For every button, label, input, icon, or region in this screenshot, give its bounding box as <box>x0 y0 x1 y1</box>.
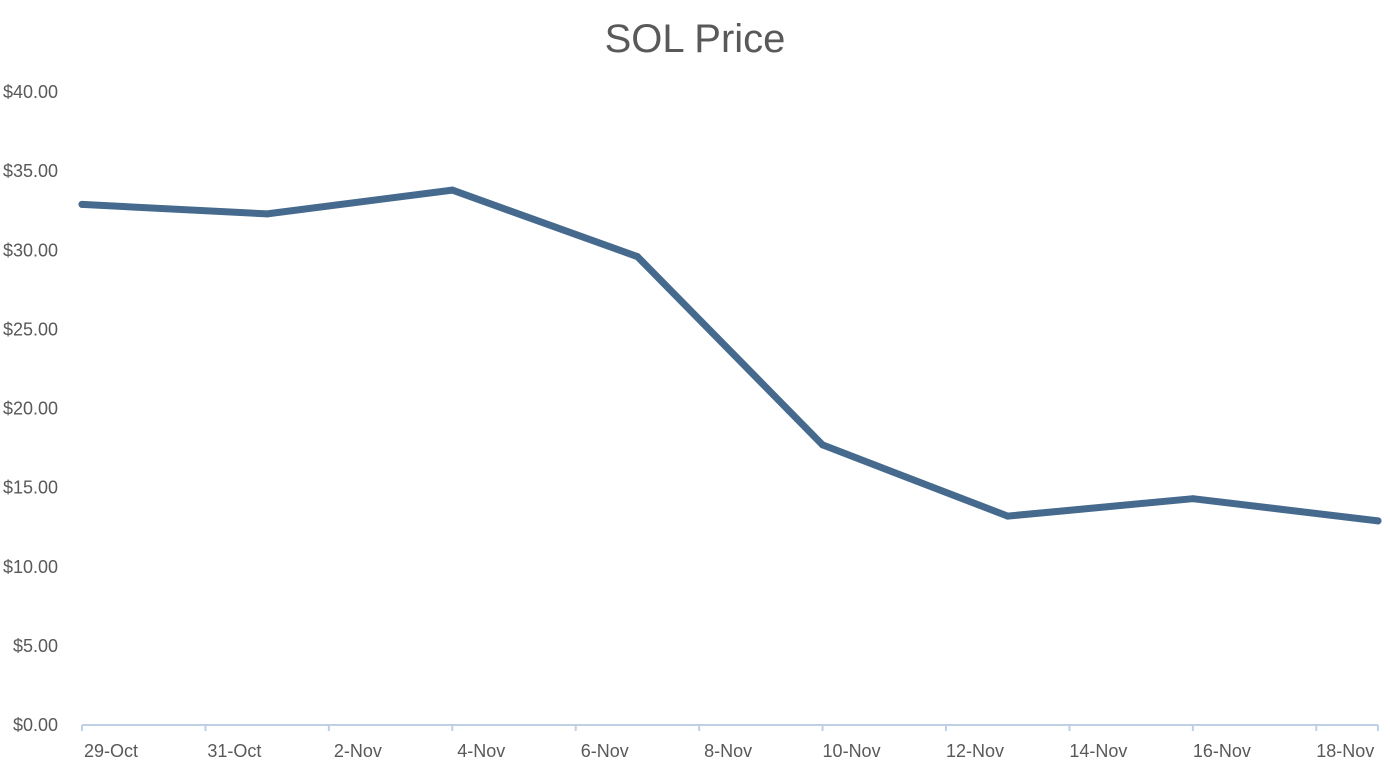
x-tick-label: 29-Oct <box>84 741 138 761</box>
x-tick-label: 16-Nov <box>1193 741 1251 761</box>
y-tick-label: $10.00 <box>3 557 58 577</box>
x-tick-label: 4-Nov <box>457 741 505 761</box>
y-tick-label: $25.00 <box>3 319 58 339</box>
y-tick-label: $15.00 <box>3 478 58 498</box>
data-point <box>1189 495 1197 503</box>
x-axis <box>81 724 1379 731</box>
data-point <box>263 210 271 218</box>
y-tick-label: $20.00 <box>3 399 58 419</box>
data-point <box>819 441 827 449</box>
x-tick-label: 14-Nov <box>1069 741 1127 761</box>
data-point <box>633 253 641 261</box>
data-point <box>1374 517 1382 525</box>
x-axis-tick-labels: 29-Oct 31-Oct 2-Nov 4-Nov 6-Nov 8-Nov 10-Nov 12… <box>84 741 1374 761</box>
x-tick-label: 12-Nov <box>946 741 1004 761</box>
x-tick-label: 18-Nov <box>1316 741 1374 761</box>
series-layer <box>78 186 1382 525</box>
chart-title: SOL Price <box>605 17 786 61</box>
data-point <box>78 200 86 208</box>
series-line-0 <box>78 186 1382 525</box>
data-point <box>448 186 456 194</box>
y-tick-label: $40.00 <box>3 82 58 102</box>
y-axis-tick-labels: $0.00 $5.00 $10.00 $15.00 $20.00 $25.00 $30.00… <box>3 82 58 735</box>
data-point <box>1004 512 1012 520</box>
y-tick-label: $30.00 <box>3 240 58 260</box>
x-tick-label: 31-Oct <box>207 741 261 761</box>
x-tick-label: 10-Nov <box>823 741 881 761</box>
y-tick-label: $0.00 <box>13 715 58 735</box>
x-tick-label: 8-Nov <box>704 741 752 761</box>
x-tick-label: 2-Nov <box>334 741 382 761</box>
x-tick-label: 6-Nov <box>581 741 629 761</box>
y-tick-label: $5.00 <box>13 636 58 656</box>
y-tick-label: $35.00 <box>3 161 58 181</box>
